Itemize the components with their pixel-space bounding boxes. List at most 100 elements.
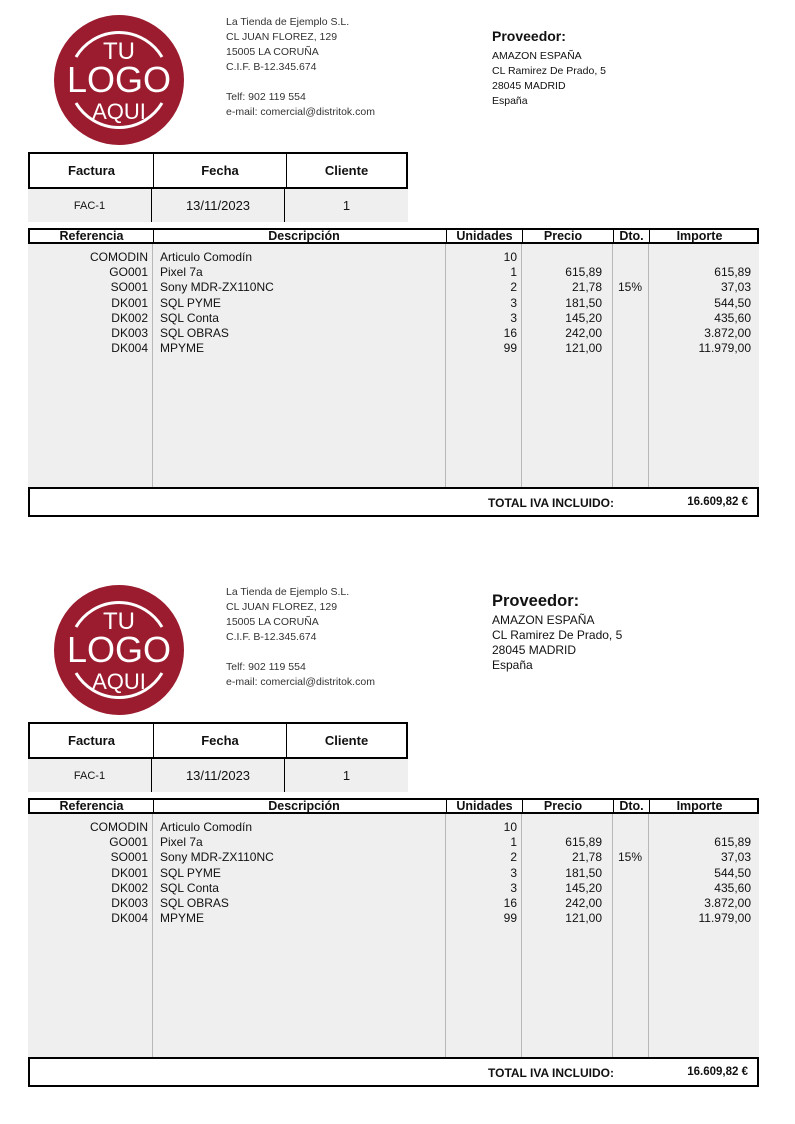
cell-reference: DK001 (111, 865, 148, 880)
cell-discount (612, 866, 648, 881)
cell-reference: COMODIN (90, 250, 148, 264)
item-row: GO001 Pixel 7a 1 615,89 615,89 (28, 835, 759, 850)
column-divider (445, 244, 446, 487)
total-value: 16.609,82 € (687, 1066, 748, 1078)
cell-amount: 11.979,00 (698, 911, 752, 926)
supplier-info: Proveedor: AMAZON ESPAÑA CL Ramirez De P… (492, 592, 622, 673)
cell-discount: 15% (617, 850, 643, 865)
cell-units: 3 (510, 880, 517, 895)
company-phone: Telf: 902 119 554 (226, 661, 306, 673)
cell-units: 3 (510, 295, 517, 310)
invoice-copy: TU LOGO AQUI La Tienda de Ejemplo S.L. C… (0, 570, 795, 1110)
cell-units: 99 (503, 341, 517, 356)
cell-discount (612, 341, 648, 356)
supplier-address: CL Ramirez De Prado, 5 (492, 628, 623, 642)
label-fecha: Fecha (154, 724, 287, 757)
item-row: DK003 SQL OBRAS 16 242,00 3.872,00 (28, 326, 759, 341)
cell-description: SQL OBRAS (160, 325, 229, 340)
item-row: DK003 SQL OBRAS 16 242,00 3.872,00 (28, 896, 759, 911)
items-header: Referencia Descripción Unidades Precio Dto. I… (28, 228, 759, 244)
supplier-name: AMAZON ESPAÑA (492, 613, 595, 627)
company-address: CL JUAN FLOREZ, 129 (226, 601, 338, 613)
cell-amount: 3.872,00 (704, 895, 751, 910)
cell-description: Pixel 7a (160, 265, 203, 280)
svg-text:AQUI: AQUI (92, 99, 146, 124)
supplier-country: España (492, 658, 533, 672)
supplier-name: AMAZON ESPAÑA (492, 50, 582, 62)
column-header: Dto. (614, 230, 650, 243)
cell-discount (612, 911, 648, 926)
invoice-date: 13/11/2023 (152, 189, 285, 222)
items-table: COMODIN Articulo Comodín 10 GO001 Pixel 7a 1 6… (28, 798, 759, 1057)
cell-description: Pixel 7a (160, 835, 203, 850)
company-cif: C.I.F. B-12.345.674 (226, 631, 317, 643)
company-logo: TU LOGO AQUI (54, 15, 184, 145)
column-header: Referencia (30, 230, 154, 243)
label-factura: Factura (30, 724, 154, 757)
label-cliente: Cliente (324, 163, 369, 178)
items-table: COMODIN Articulo Comodín 10 GO001 Pixel 7a 1 6… (28, 228, 759, 487)
invoice-copy: TU LOGO AQUI La Tienda de Ejemplo S.L. C… (0, 0, 795, 540)
label-factura: Factura (30, 154, 154, 187)
cell-amount: 3.872,00 (704, 325, 751, 340)
total-box: TOTAL IVA INCLUIDO: 16.609,82 € (28, 487, 759, 517)
cell-description: SQL Conta (160, 880, 219, 895)
company-city: 15005 LA CORUÑA (226, 616, 319, 628)
invoice-number: FAC-1 (28, 759, 152, 792)
cell-reference: SO001 (110, 280, 148, 295)
item-row: DK004 MPYME 99 121,00 11.979,00 (28, 911, 759, 926)
cell-price: 242,00 (565, 895, 602, 910)
column-header: Importe (676, 229, 723, 243)
label-fecha: Fecha (154, 154, 287, 187)
company-name: La Tienda de Ejemplo S.L. (226, 16, 350, 28)
cell-discount (612, 250, 648, 265)
column-header: Referencia (30, 800, 154, 813)
cell-amount: 544,50 (714, 865, 751, 880)
invoice-date: 13/11/2023 (152, 759, 285, 792)
cell-discount (612, 326, 648, 341)
cell-amount: 615,89 (714, 265, 751, 280)
column-divider (152, 244, 153, 487)
company-info: La Tienda de Ejemplo S.L. CL JUAN FLOREZ… (226, 15, 375, 120)
items-body: COMODIN Articulo Comodín 10 GO001 Pixel 7a 1 6… (28, 244, 759, 487)
svg-text:TU: TU (103, 38, 135, 65)
item-row: DK004 MPYME 99 121,00 11.979,00 (28, 341, 759, 356)
cell-price: 121,00 (565, 341, 602, 356)
client-number: 1 (342, 198, 351, 213)
supplier-city: 28045 MADRID (492, 643, 577, 657)
cell-units: 99 (503, 911, 517, 926)
cell-reference: SO001 (110, 850, 148, 865)
company-email: e-mail: comercial@distritok.com (226, 106, 375, 118)
cell-description: Sony MDR-ZX110NC (160, 850, 274, 865)
total-label: TOTAL IVA INCLUIDO: (488, 1066, 614, 1080)
cell-description: SQL PYME (160, 295, 221, 310)
company-phone: Telf: 902 119 554 (226, 91, 306, 103)
column-header: Dto. (614, 800, 650, 813)
column-divider (521, 244, 522, 487)
cell-discount (612, 896, 648, 911)
items-header: Referencia Descripción Unidades Precio Dto. I… (28, 798, 759, 814)
cell-discount: 15% (617, 280, 643, 295)
company-address: CL JUAN FLOREZ, 129 (226, 31, 338, 43)
cell-reference: GO001 (109, 265, 148, 280)
column-divider (445, 814, 446, 1057)
cell-price: 615,89 (565, 265, 602, 280)
cell-amount: 435,60 (714, 880, 751, 895)
cell-price: 145,20 (565, 880, 602, 895)
cell-description: SQL PYME (160, 865, 221, 880)
cell-price: 181,50 (565, 295, 602, 310)
item-row: SO001 Sony MDR-ZX110NC 2 21,78 15% 37,03 (28, 850, 759, 865)
supplier-address: CL Ramirez De Prado, 5 (492, 65, 606, 77)
cell-amount: 37,03 (720, 280, 751, 295)
column-divider (648, 814, 649, 1057)
cell-units: 10 (503, 820, 517, 834)
column-header: Precio (523, 800, 614, 813)
cell-discount (612, 311, 648, 326)
supplier-title: Proveedor: (492, 592, 580, 610)
cell-reference: COMODIN (90, 820, 148, 834)
label-cliente: Cliente (324, 733, 369, 748)
cell-price (521, 820, 612, 835)
total-value: 16.609,82 € (687, 496, 748, 508)
cell-amount: 435,60 (714, 310, 751, 325)
